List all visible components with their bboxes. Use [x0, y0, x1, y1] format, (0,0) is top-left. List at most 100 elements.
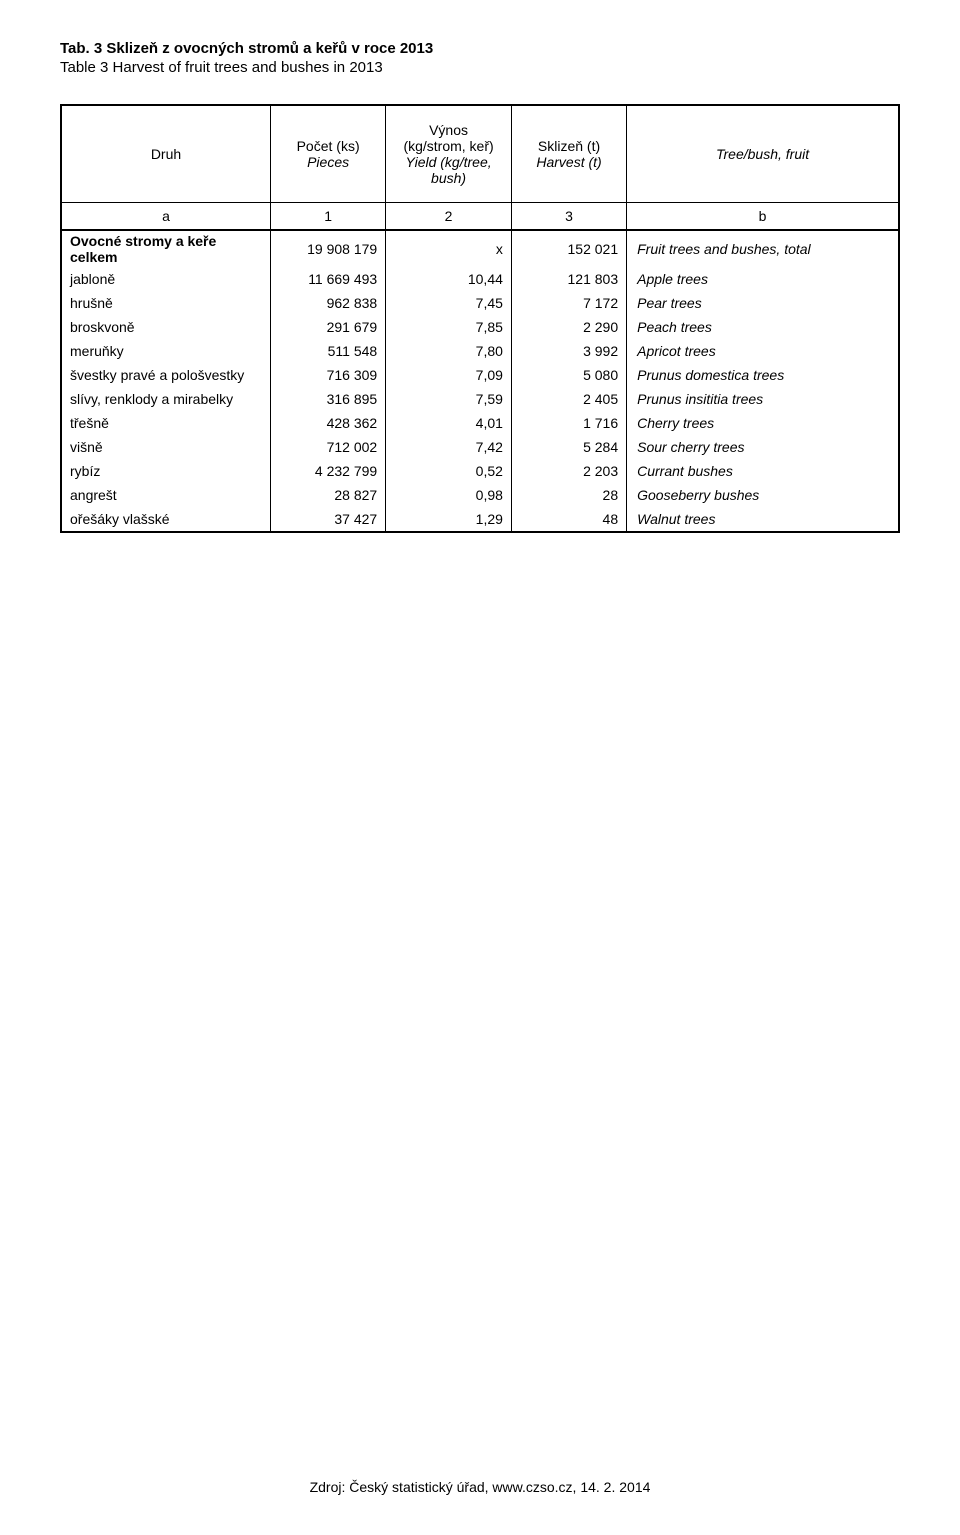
row-count: 19 908 179 [271, 230, 386, 267]
header-count-cz: Počet (ks) [297, 138, 360, 154]
row-harvest: 2 405 [511, 387, 626, 411]
header-harvest-cz: Sklizeň (t) [538, 138, 600, 154]
row-english: Peach trees [627, 315, 899, 339]
table-header-row: Druh Počet (ks) Pieces Výnos (kg/strom, … [61, 105, 899, 203]
title-en: Table 3 Harvest of fruit trees and bushe… [60, 59, 900, 76]
table-row: višně712 0027,425 284Sour cherry trees [61, 435, 899, 459]
table-row: ořešáky vlašské37 4271,2948Walnut trees [61, 507, 899, 532]
row-count: 316 895 [271, 387, 386, 411]
row-yield: 7,45 [386, 291, 512, 315]
row-harvest: 2 290 [511, 315, 626, 339]
table-row: rybíz4 232 7990,522 203Currant bushes [61, 459, 899, 483]
table-row: hrušně962 8387,457 172Pear trees [61, 291, 899, 315]
header-yield-l3: Yield (kg/tree, [406, 154, 492, 170]
subheader-2: 2 [386, 203, 512, 231]
harvest-table: Druh Počet (ks) Pieces Výnos (kg/strom, … [60, 104, 900, 533]
row-harvest: 121 803 [511, 267, 626, 291]
row-english: Fruit trees and bushes, total [627, 230, 899, 267]
row-yield: 1,29 [386, 507, 512, 532]
row-label: švestky pravé a pološvestky [61, 363, 271, 387]
table-row: jabloně11 669 49310,44121 803Apple trees [61, 267, 899, 291]
row-label: meruňky [61, 339, 271, 363]
row-harvest: 152 021 [511, 230, 626, 267]
row-harvest: 28 [511, 483, 626, 507]
row-yield: 7,85 [386, 315, 512, 339]
row-label: višně [61, 435, 271, 459]
row-english: Gooseberry bushes [627, 483, 899, 507]
row-label: třešně [61, 411, 271, 435]
row-count: 291 679 [271, 315, 386, 339]
row-english: Sour cherry trees [627, 435, 899, 459]
row-yield: 7,42 [386, 435, 512, 459]
row-label: Ovocné stromy a keře celkem [61, 230, 271, 267]
header-druh: Druh [61, 105, 271, 203]
table-row: slívy, renklody a mirabelky316 8957,592 … [61, 387, 899, 411]
row-label: angrešt [61, 483, 271, 507]
row-yield: x [386, 230, 512, 267]
row-count: 712 002 [271, 435, 386, 459]
row-count: 4 232 799 [271, 459, 386, 483]
header-yield-l1: Výnos [429, 122, 468, 138]
row-label: hrušně [61, 291, 271, 315]
subheader-a: a [61, 203, 271, 231]
row-harvest: 5 284 [511, 435, 626, 459]
row-yield: 7,59 [386, 387, 512, 411]
row-english: Apricot trees [627, 339, 899, 363]
table-subheader-row: a 1 2 3 b [61, 203, 899, 231]
row-harvest: 1 716 [511, 411, 626, 435]
row-count: 716 309 [271, 363, 386, 387]
subheader-3: 3 [511, 203, 626, 231]
table-row: angrešt28 8270,9828Gooseberry bushes [61, 483, 899, 507]
row-yield: 0,98 [386, 483, 512, 507]
header-tree: Tree/bush, fruit [627, 105, 899, 203]
row-harvest: 7 172 [511, 291, 626, 315]
table-row: broskvoně291 6797,852 290Peach trees [61, 315, 899, 339]
header-harvest-en: Harvest (t) [536, 154, 601, 170]
table-row: třešně428 3624,011 716Cherry trees [61, 411, 899, 435]
page: Tab. 3 Sklizeň z ovocných stromů a keřů … [0, 0, 960, 1535]
row-count: 962 838 [271, 291, 386, 315]
page-footer: Zdroj: Český statistický úřad, www.czso.… [0, 1479, 960, 1495]
row-english: Apple trees [627, 267, 899, 291]
row-english: Prunus domestica trees [627, 363, 899, 387]
row-harvest: 48 [511, 507, 626, 532]
row-yield: 0,52 [386, 459, 512, 483]
subheader-1: 1 [271, 203, 386, 231]
row-label: broskvoně [61, 315, 271, 339]
header-yield-l2: (kg/strom, keř) [403, 138, 493, 154]
row-english: Cherry trees [627, 411, 899, 435]
row-yield: 7,80 [386, 339, 512, 363]
row-label: rybíz [61, 459, 271, 483]
table-row: meruňky511 5487,803 992Apricot trees [61, 339, 899, 363]
header-tree-text: Tree/bush, fruit [716, 146, 809, 162]
row-count: 28 827 [271, 483, 386, 507]
row-count: 11 669 493 [271, 267, 386, 291]
header-count: Počet (ks) Pieces [271, 105, 386, 203]
row-harvest: 2 203 [511, 459, 626, 483]
row-harvest: 3 992 [511, 339, 626, 363]
row-yield: 7,09 [386, 363, 512, 387]
row-harvest: 5 080 [511, 363, 626, 387]
row-count: 511 548 [271, 339, 386, 363]
header-druh-text: Druh [151, 146, 181, 162]
table-titles: Tab. 3 Sklizeň z ovocných stromů a keřů … [60, 40, 900, 76]
row-count: 428 362 [271, 411, 386, 435]
header-yield: Výnos (kg/strom, keř) Yield (kg/tree, bu… [386, 105, 512, 203]
row-label: jabloně [61, 267, 271, 291]
header-yield-l4: bush) [431, 170, 466, 186]
row-yield: 4,01 [386, 411, 512, 435]
row-label: slívy, renklody a mirabelky [61, 387, 271, 411]
row-count: 37 427 [271, 507, 386, 532]
row-english: Walnut trees [627, 507, 899, 532]
subheader-b: b [627, 203, 899, 231]
header-harvest: Sklizeň (t) Harvest (t) [511, 105, 626, 203]
row-yield: 10,44 [386, 267, 512, 291]
row-english: Currant bushes [627, 459, 899, 483]
row-english: Prunus insititia trees [627, 387, 899, 411]
header-count-en: Pieces [307, 154, 349, 170]
row-english: Pear trees [627, 291, 899, 315]
title-cz: Tab. 3 Sklizeň z ovocných stromů a keřů … [60, 40, 900, 57]
table-row: švestky pravé a pološvestky716 3097,095 … [61, 363, 899, 387]
row-label: ořešáky vlašské [61, 507, 271, 532]
table-body: Ovocné stromy a keře celkem19 908 179x15… [61, 230, 899, 532]
